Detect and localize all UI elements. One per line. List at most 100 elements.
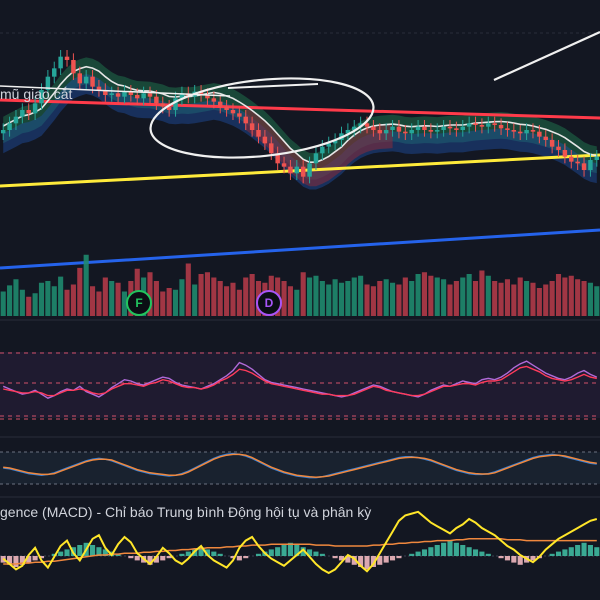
macd-histogram-bar	[453, 542, 459, 556]
volume-bar	[466, 274, 472, 316]
volume-bar	[147, 272, 153, 316]
macd-histogram-bar	[26, 556, 32, 563]
macd-histogram-bar	[96, 547, 102, 556]
candle-body	[166, 106, 172, 110]
candle-body	[160, 103, 165, 107]
volume-bar	[555, 274, 562, 316]
volume-bar	[543, 284, 549, 316]
macd-histogram-bar	[581, 542, 587, 556]
volume-bar	[281, 281, 287, 316]
candle-body	[326, 143, 331, 147]
volume-bar	[415, 274, 421, 316]
volume-bar	[587, 282, 593, 316]
macd-histogram-bar	[13, 556, 19, 567]
candle-body	[447, 126, 453, 129]
candle-body	[128, 91, 134, 95]
volume-bar	[179, 279, 185, 316]
annotation-text: mũ giao cắt	[0, 86, 73, 102]
candle-body	[179, 93, 185, 99]
candle-body	[109, 93, 114, 95]
candle-body	[205, 95, 210, 99]
rsi-fast-line	[2, 360, 598, 399]
volume-bar	[102, 277, 108, 316]
volume-bar	[568, 275, 574, 316]
macd-histogram-bar	[64, 549, 70, 556]
macd-histogram-bar	[338, 556, 345, 561]
candle-body	[45, 76, 51, 90]
ma-red	[0, 98, 600, 120]
volume-bar	[236, 289, 242, 316]
candle-body	[154, 96, 159, 104]
candle-body	[415, 126, 421, 130]
volume-bar	[160, 291, 166, 316]
macd-histogram-bar	[300, 547, 306, 556]
macd-histogram-bar	[90, 545, 96, 556]
ma-white	[2, 65, 597, 163]
candle-body	[396, 126, 402, 132]
candle-body	[454, 128, 459, 130]
candle-body	[243, 116, 248, 124]
candle-body	[90, 76, 95, 87]
candle-body	[575, 161, 580, 164]
macd-histogram-bar	[447, 540, 453, 556]
candle-body	[517, 131, 523, 134]
candle-body	[269, 143, 274, 154]
marker-f[interactable]: F	[126, 290, 152, 316]
volume-bar	[109, 281, 115, 316]
volume-bar	[562, 277, 568, 316]
candle-body	[409, 130, 414, 134]
candle-body	[543, 136, 548, 140]
macd-histogram-bar	[434, 545, 440, 556]
volume-bar	[64, 289, 70, 316]
candle-body	[275, 153, 280, 164]
candle-body	[435, 130, 440, 132]
candle-body	[211, 98, 217, 102]
macd-histogram-bar	[166, 556, 172, 559]
candle-body	[217, 101, 223, 107]
candle-body	[498, 125, 504, 129]
macd-histogram-bar	[460, 545, 466, 556]
macd-histogram-bar	[396, 556, 402, 559]
volume-bar	[7, 285, 13, 316]
trend-line-blue	[0, 228, 600, 270]
macd-histogram-bar	[236, 556, 242, 561]
volume-bar	[492, 281, 498, 316]
candle-body	[352, 126, 357, 130]
macd-histogram-bar	[504, 556, 510, 561]
candle-body	[332, 140, 338, 144]
candle-body	[249, 123, 255, 130]
candle-body	[313, 153, 319, 164]
candle-body	[460, 126, 465, 130]
macd-histogram-bar	[32, 556, 38, 561]
volume-bar	[249, 274, 255, 316]
macd-histogram-bar	[549, 553, 555, 556]
macd-histogram-bar	[153, 556, 159, 563]
volume-bar	[402, 277, 408, 316]
candle-body	[103, 90, 108, 95]
volume-bar	[313, 275, 319, 316]
volume-bar	[230, 282, 236, 316]
candle-body	[358, 123, 363, 127]
macd-histogram-bar	[147, 556, 153, 565]
macd-histogram-bar	[421, 549, 428, 556]
volume-bar	[19, 289, 25, 316]
macd-histogram-bar	[568, 547, 574, 556]
marker-d[interactable]: D	[256, 290, 282, 316]
candle-body	[403, 131, 408, 134]
candle-body	[58, 56, 63, 69]
marker-d-label: D	[264, 296, 274, 310]
macd-histogram-bar	[243, 556, 249, 559]
volume-bar	[504, 279, 510, 316]
macd-histogram-bar	[364, 556, 370, 570]
candle-body	[377, 130, 383, 134]
volume-bar	[524, 281, 530, 316]
macd-histogram-bar	[575, 545, 581, 556]
volume-bar	[345, 281, 351, 316]
candle-body	[20, 110, 25, 117]
volume-bar	[434, 277, 440, 316]
trend-line-yellow	[0, 153, 600, 188]
volume-bar	[428, 275, 434, 316]
volume-bar	[472, 281, 479, 316]
volume-bar	[32, 293, 38, 316]
